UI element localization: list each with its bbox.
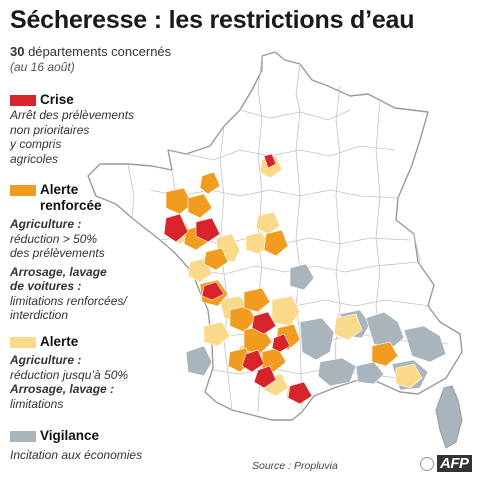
crise-desc: Arrêt des prélèvements non prioritaires … — [10, 108, 135, 166]
vigilance-label: Vigilance — [40, 428, 100, 443]
legend-vigilance: Vigilance Incitation aux économies — [10, 428, 180, 463]
corsica-island — [435, 385, 463, 449]
department-count: 30 — [10, 44, 25, 59]
alerte-desc: Agriculture : réduction jusqu’à 50% Arro… — [10, 353, 129, 411]
globe-icon — [420, 456, 434, 471]
crise-zones — [163, 153, 313, 405]
alerte-renforcee-arrosage: Arrosage, lavage de voitures : limitatio… — [10, 264, 127, 323]
legend-alerte: Alerte Agriculture : réduction jusqu’à 5… — [10, 334, 180, 411]
page-title: Sécheresse : les restrictions d’eau — [10, 6, 415, 34]
legend-crise: Crise Arrêt des prélèvements non priorit… — [10, 92, 180, 166]
crise-label: Crise — [40, 92, 74, 107]
alerte-renforcee-agriculture: Agriculture : réduction > 50% des prélèv… — [10, 217, 105, 260]
crise-swatch — [10, 95, 36, 106]
afp-logo: AFP — [420, 455, 472, 472]
alerte-renforcee-swatch — [10, 185, 36, 196]
afp-logo-text: AFP — [437, 455, 472, 472]
subtitle: 30 départements concernés — [10, 44, 171, 59]
vigilance-desc: Incitation aux économies — [10, 448, 143, 462]
legend-alerte-renforcee: Alerte renforcée Agriculture : réduction … — [10, 182, 180, 323]
alerte-renforcee-label: Alerte renforcée — [40, 182, 102, 213]
vigilance-swatch — [10, 431, 36, 442]
alerte-swatch — [10, 337, 36, 348]
vigilance-zones — [185, 263, 447, 391]
source-note: Source : Propluvia — [252, 460, 338, 472]
alerte-label: Alerte — [40, 334, 79, 349]
subtitle-text: départements concernés — [24, 44, 172, 59]
date-note: (au 16 août) — [10, 60, 75, 74]
